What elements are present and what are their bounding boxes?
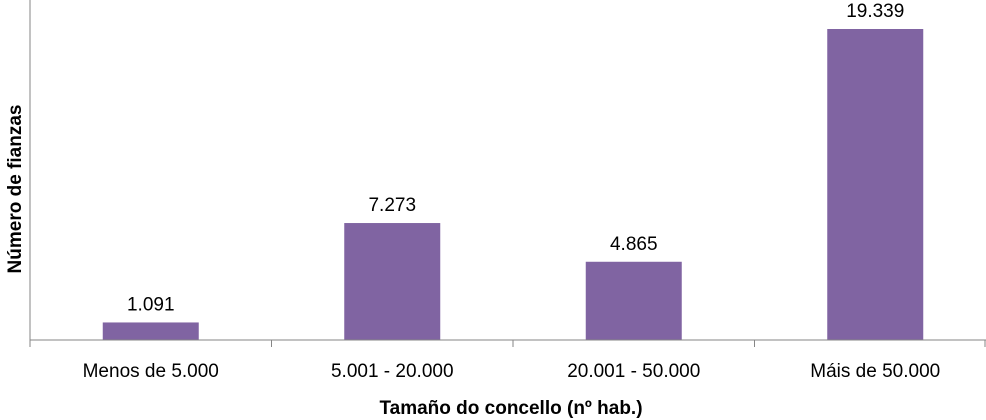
- data-label-2: 7.273: [368, 195, 416, 216]
- data-label-1: 1.091: [127, 294, 175, 315]
- data-label-4: 19.339: [846, 1, 904, 22]
- data-label-3: 4.865: [610, 234, 658, 255]
- x-tick-labels-group: Menos de 5.000 5.001 - 20.000 20.001 - 50.…: [83, 361, 941, 382]
- x-tick-label-2: 5.001 - 20.000: [331, 361, 454, 382]
- x-axis-title: Tamaño do concello (nº hab.): [379, 398, 642, 419]
- bar-1: [102, 322, 199, 340]
- bar-4: [827, 29, 924, 340]
- x-axis: [29, 0, 986, 347]
- x-tick-label-1: Menos de 5.000: [83, 361, 219, 382]
- x-tick-label-4: Máis de 50.000: [810, 361, 940, 382]
- bar-2: [344, 223, 441, 340]
- bar-3: [585, 261, 682, 340]
- data-labels-group: 1.091 7.273 4.865 19.339: [127, 1, 904, 315]
- y-axis-title: Número de fianzas: [5, 105, 26, 274]
- x-tick-label-3: 20.001 - 50.000: [567, 361, 700, 382]
- bars-group: [102, 29, 924, 340]
